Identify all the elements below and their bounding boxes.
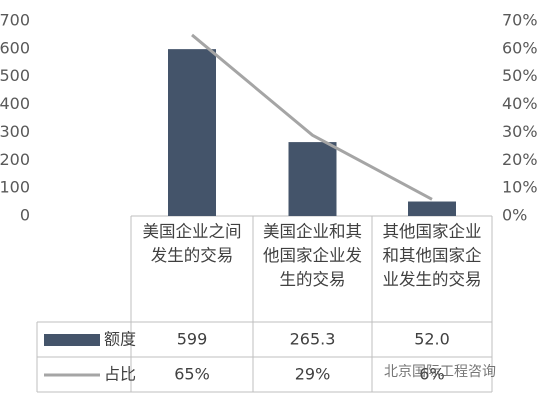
- y-tick-label: 100: [0, 178, 30, 197]
- legend-swatch: [44, 334, 100, 346]
- y2-tick-label: 30%: [502, 122, 538, 141]
- legend-label: 占比: [104, 365, 136, 384]
- y2-tick-label: 0%: [502, 206, 527, 225]
- legend-label: 额度: [104, 330, 136, 349]
- value-label: 599: [177, 330, 208, 349]
- category-label: 美国企业和其他国家企业发生的交易: [263, 222, 362, 289]
- y-tick-label: 0: [20, 206, 30, 225]
- value-label: 52.0: [414, 330, 450, 349]
- bar: [408, 201, 456, 216]
- y-tick-label: 600: [0, 38, 30, 57]
- y-tick-label: 700: [0, 11, 30, 30]
- y-tick-label: 500: [0, 66, 30, 85]
- y2-tick-label: 70%: [502, 11, 538, 30]
- y2-tick-label: 20%: [502, 150, 538, 169]
- y2-tick-label: 60%: [502, 38, 538, 57]
- category-label: 其他国家企业和其他国家企业发生的交易: [382, 222, 482, 289]
- y-tick-label: 300: [0, 122, 30, 141]
- line: [191, 33, 433, 201]
- y2-tick-label: 50%: [502, 66, 538, 85]
- y2-tick-label: 40%: [502, 94, 538, 113]
- category-label: 美国企业之间发生的交易: [142, 222, 242, 265]
- y2-tick-label: 10%: [502, 178, 538, 197]
- y-tick-label: 400: [0, 94, 30, 113]
- value-label: 29%: [295, 365, 331, 384]
- watermark: 北京国际工程咨询: [384, 364, 496, 380]
- y-tick-label: 200: [0, 150, 30, 169]
- value-label: 6%: [419, 365, 444, 384]
- bar: [288, 142, 337, 216]
- value-label: 65%: [174, 365, 210, 384]
- value-label: 265.3: [290, 330, 336, 349]
- bar: [168, 49, 216, 217]
